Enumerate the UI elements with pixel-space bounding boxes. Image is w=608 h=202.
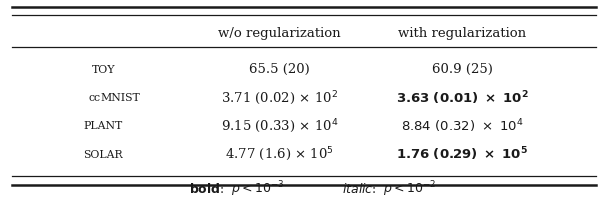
Text: SOLAR: SOLAR — [83, 149, 123, 160]
Text: $\mathbf{3.63\ (0.01)\ \times\ 10^{2}}$: $\mathbf{3.63\ (0.01)\ \times\ 10^{2}}$ — [396, 89, 528, 107]
Text: $\mathbf{bold}$:: $\mathbf{bold}$: — [189, 182, 225, 197]
Text: w/o regularization: w/o regularization — [218, 27, 341, 40]
Text: PLANT: PLANT — [84, 121, 123, 131]
Text: $\mathit{8.84\ (0.32)\ \times\ 10^{4}}$: $\mathit{8.84\ (0.32)\ \times\ 10^{4}}$ — [401, 117, 523, 135]
Text: 9.15 (0.33) $\times$ 10$^{4}$: 9.15 (0.33) $\times$ 10$^{4}$ — [221, 117, 339, 135]
Text: MNIST: MNIST — [100, 93, 140, 103]
Text: $p < 10^{-2}$: $p < 10^{-2}$ — [383, 180, 437, 199]
Text: cc: cc — [88, 93, 100, 103]
Text: 3.71 (0.02) $\times$ 10$^{2}$: 3.71 (0.02) $\times$ 10$^{2}$ — [221, 89, 338, 107]
Text: 4.77 (1.6) $\times$ 10$^{5}$: 4.77 (1.6) $\times$ 10$^{5}$ — [225, 146, 334, 163]
Text: 65.5 (20): 65.5 (20) — [249, 63, 310, 76]
Text: $\mathit{italic}$:: $\mathit{italic}$: — [342, 182, 377, 197]
Text: TOY: TOY — [92, 65, 115, 75]
Text: 60.9 (25): 60.9 (25) — [432, 63, 492, 76]
Text: $\mathbf{1.76\ (0.29)\ \times\ 10^{5}}$: $\mathbf{1.76\ (0.29)\ \times\ 10^{5}}$ — [396, 146, 528, 163]
Text: with regularization: with regularization — [398, 27, 526, 40]
Text: $p < 10^{-3}$: $p < 10^{-3}$ — [231, 180, 285, 199]
